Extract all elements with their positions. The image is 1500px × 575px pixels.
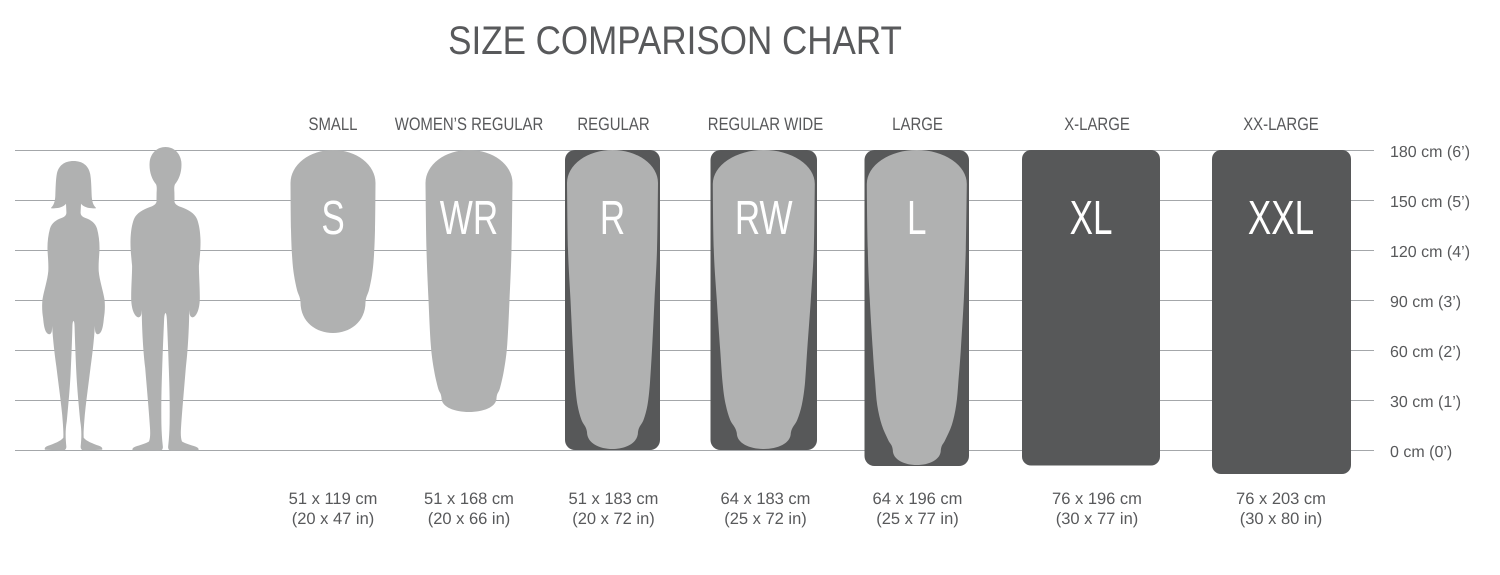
svg-text:64 x 196 cm: 64 x 196 cm xyxy=(873,490,963,508)
svg-text:76 x 203 cm: 76 x 203 cm xyxy=(1236,490,1326,508)
svg-text:SMALL: SMALL xyxy=(309,114,358,134)
svg-text:REGULAR: REGULAR xyxy=(577,114,649,134)
svg-text:51 x 183 cm: 51 x 183 cm xyxy=(569,490,659,508)
svg-text:64 x 183 cm: 64 x 183 cm xyxy=(721,490,811,508)
svg-text:120 cm (4’): 120 cm (4’) xyxy=(1390,244,1470,261)
svg-text:51 x 119 cm: 51 x 119 cm xyxy=(289,490,378,508)
svg-text:51 x 168 cm: 51 x 168 cm xyxy=(424,490,514,508)
svg-text:R: R xyxy=(600,192,625,245)
svg-text:REGULAR WIDE: REGULAR WIDE xyxy=(708,114,823,134)
svg-text:WOMEN’S REGULAR: WOMEN’S REGULAR xyxy=(395,114,544,134)
svg-text:S: S xyxy=(321,192,344,245)
svg-text:XX-LARGE: XX-LARGE xyxy=(1243,114,1319,134)
svg-text:LARGE: LARGE xyxy=(892,114,943,134)
svg-text:X-LARGE: X-LARGE xyxy=(1064,114,1130,134)
svg-text:(20 x 72 in): (20 x 72 in) xyxy=(572,510,655,528)
svg-text:180 cm (6’): 180 cm (6’) xyxy=(1390,144,1470,161)
svg-text:30 cm (1’): 30 cm (1’) xyxy=(1390,394,1461,411)
svg-text:(30 x 77 in): (30 x 77 in) xyxy=(1056,510,1139,528)
svg-text:0 cm (0’): 0 cm (0’) xyxy=(1390,444,1452,461)
svg-text:(25 x 72 in): (25 x 72 in) xyxy=(724,510,807,528)
svg-text:WR: WR xyxy=(440,192,498,245)
svg-text:60 cm (2’): 60 cm (2’) xyxy=(1390,344,1461,361)
svg-text:RW: RW xyxy=(735,192,793,245)
svg-text:L: L xyxy=(907,192,926,245)
svg-text:(20 x 47 in): (20 x 47 in) xyxy=(292,510,375,528)
svg-text:XL: XL xyxy=(1070,192,1113,245)
svg-text:150 cm (5’): 150 cm (5’) xyxy=(1390,194,1470,211)
svg-text:(30 x 80 in): (30 x 80 in) xyxy=(1240,510,1323,528)
svg-text:SIZE COMPARISON CHART: SIZE COMPARISON CHART xyxy=(448,19,902,63)
svg-text:90 cm (3’): 90 cm (3’) xyxy=(1390,294,1461,311)
svg-text:76 x 196 cm: 76 x 196 cm xyxy=(1052,490,1142,508)
svg-text:(20 x 66 in): (20 x 66 in) xyxy=(428,510,511,528)
svg-text:XXL: XXL xyxy=(1248,192,1314,245)
svg-text:(25 x 77 in): (25 x 77 in) xyxy=(876,510,959,528)
